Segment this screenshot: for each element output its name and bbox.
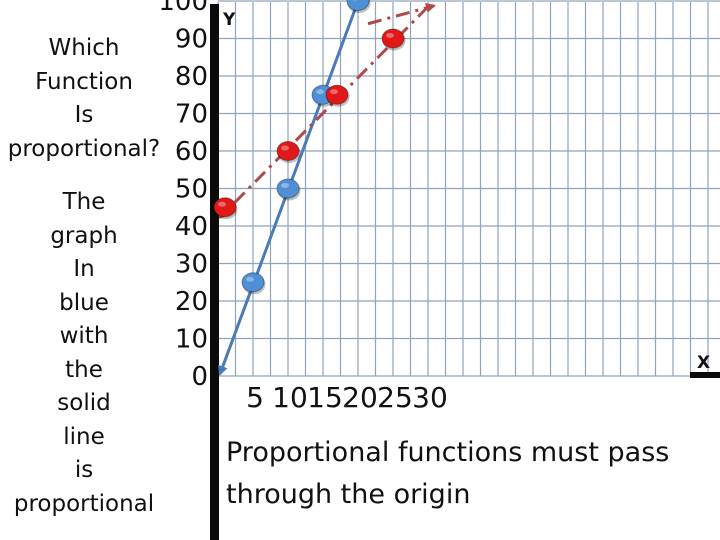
- blue-data-point-highlight: [281, 183, 289, 188]
- question-text: Which Function Is proportional?: [0, 32, 168, 166]
- answer-line: proportional: [13, 490, 155, 517]
- y-axis-label: Y: [222, 10, 236, 30]
- x-axis-bar: [690, 372, 720, 378]
- x-tick-label: 25: [377, 381, 413, 414]
- answer-line: is: [74, 457, 94, 483]
- y-tick-label: 0: [191, 362, 208, 392]
- red-data-point: [276, 141, 300, 161]
- answer-line: In: [73, 256, 95, 282]
- red-data-point: [381, 28, 405, 49]
- x-tick-label: 30: [412, 381, 448, 414]
- y-tick-label: 40: [175, 212, 208, 242]
- y-tick-label: 80: [175, 62, 208, 92]
- blue-data-point: [276, 178, 300, 199]
- blue-data-point-highlight: [316, 89, 324, 95]
- y-tick-label: 100: [158, 0, 208, 17]
- question-line: Which: [48, 35, 120, 61]
- x-tick-label: 15: [307, 381, 343, 414]
- answer-line: blue: [59, 289, 109, 316]
- question-line: Is: [74, 102, 94, 128]
- y-tick-label: 10: [175, 325, 208, 355]
- blue-data-point-highlight: [246, 276, 254, 282]
- question-line: proportional?: [7, 135, 161, 162]
- question-line: Function: [35, 68, 133, 95]
- red-data-point-highlight: [281, 145, 289, 151]
- blue-data-point: [346, 0, 370, 11]
- answer-line: the: [65, 356, 103, 383]
- answer-line: with: [59, 323, 109, 349]
- series-line-red-end: [367, 3, 436, 26]
- blue-data-point-highlight: [352, 0, 358, 1]
- answer-line: The: [62, 189, 106, 215]
- x-tick-label: 20: [342, 381, 378, 414]
- y-tick-label: 60: [175, 137, 208, 167]
- y-tick-label: 20: [175, 287, 208, 317]
- series-line-blue: [218, 0, 361, 376]
- red-data-point: [213, 197, 237, 218]
- y-tick-label: 50: [175, 175, 208, 205]
- red-data-point: [325, 84, 349, 105]
- red-data-point-highlight: [330, 89, 338, 95]
- red-data-point-highlight: [218, 201, 226, 207]
- answer-line: line: [63, 423, 105, 450]
- x-axis-label: X: [697, 353, 710, 373]
- note-text: Proportional functions must pass through…: [226, 437, 670, 510]
- y-tick-label: 30: [175, 250, 208, 280]
- x-tick-label: 5: [246, 381, 264, 414]
- answer-line: solid: [57, 390, 111, 416]
- y-tick-label: 90: [175, 25, 208, 55]
- x-tick-label: 10: [272, 381, 308, 414]
- blue-data-point: [241, 272, 265, 293]
- y-tick-label: 70: [175, 100, 208, 130]
- red-data-point-highlight: [386, 33, 394, 38]
- answer-line: graph: [50, 222, 118, 249]
- answer-text: The graph In blue with the solid line is…: [0, 186, 168, 521]
- y-axis-bar: [210, 4, 219, 540]
